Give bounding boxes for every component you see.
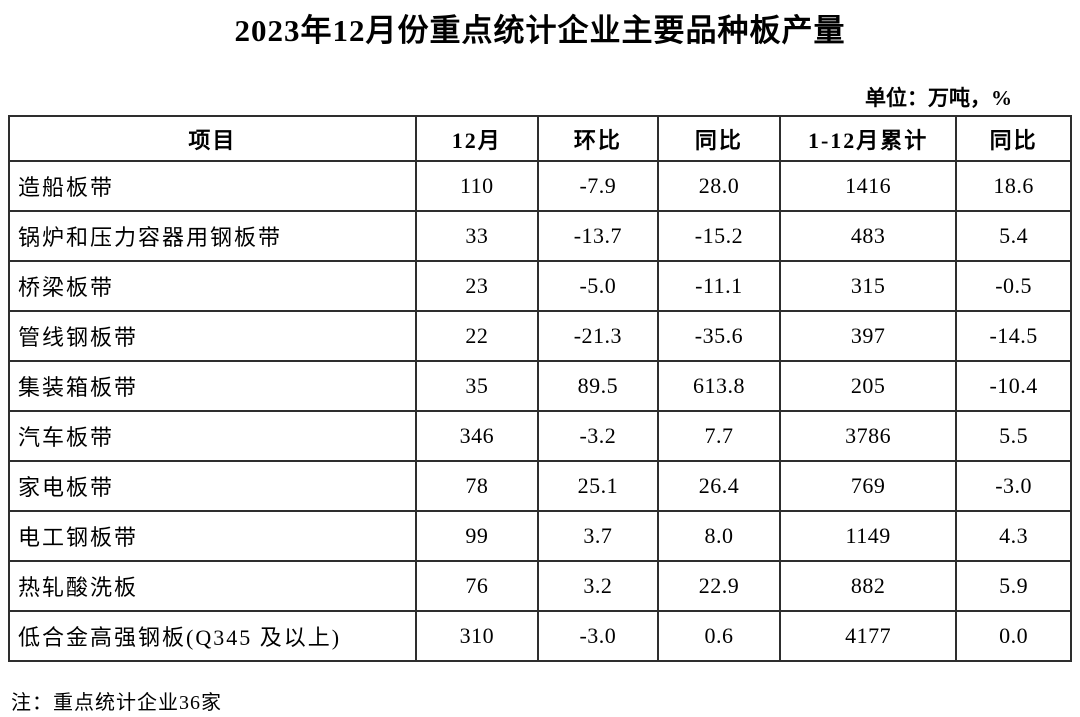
item-name-cell: 低合金高强钢板(Q345 及以上) (8, 610, 417, 662)
value-cell: 0.6 (656, 610, 782, 662)
header-mom: 环比 (536, 115, 659, 162)
value-cell: 1416 (778, 160, 958, 212)
table-row: 造船板带 110 -7.9 28.0 1416 18.6 (8, 160, 1072, 212)
value-cell: 3.2 (536, 560, 659, 612)
footnote: 注：重点统计企业36家 (11, 692, 222, 714)
table-row: 锅炉和压力容器用钢板带 33 -13.7 -15.2 483 5.4 (8, 210, 1072, 262)
value-cell: -5.0 (536, 260, 659, 312)
value-cell: 78 (414, 460, 539, 512)
value-cell: 33 (414, 210, 539, 262)
item-name-cell: 造船板带 (8, 160, 417, 212)
value-cell: 397 (778, 310, 958, 362)
value-cell: 18.6 (955, 160, 1072, 212)
value-cell: 4.3 (955, 510, 1072, 562)
item-name-cell: 管线钢板带 (8, 310, 417, 362)
unit-label: 单位：万吨，% (865, 86, 1012, 110)
item-name-cell: 集装箱板带 (8, 360, 417, 412)
table-row: 汽车板带 346 -3.2 7.7 3786 5.5 (8, 410, 1072, 462)
table-row: 桥梁板带 23 -5.0 -11.1 315 -0.5 (8, 260, 1072, 312)
value-cell: 0.0 (955, 610, 1072, 662)
value-cell: 110 (414, 160, 539, 212)
value-cell: 5.9 (955, 560, 1072, 612)
value-cell: 310 (414, 610, 539, 662)
value-cell: 25.1 (536, 460, 659, 512)
table-header: 项目 12月 环比 同比 1-12月累计 同比 (8, 115, 1072, 162)
header-item: 项目 (8, 115, 417, 162)
value-cell: -3.2 (536, 410, 659, 462)
value-cell: 7.7 (656, 410, 782, 462)
value-cell: 346 (414, 410, 539, 462)
header-december: 12月 (414, 115, 539, 162)
table-row: 集装箱板带 35 89.5 613.8 205 -10.4 (8, 360, 1072, 412)
value-cell: 5.4 (955, 210, 1072, 262)
item-name-cell: 汽车板带 (8, 410, 417, 462)
value-cell: 76 (414, 560, 539, 612)
value-cell: 28.0 (656, 160, 782, 212)
value-cell: 1149 (778, 510, 958, 562)
table-row: 热轧酸洗板 76 3.2 22.9 882 5.9 (8, 560, 1072, 612)
value-cell: -15.2 (656, 210, 782, 262)
value-cell: 26.4 (656, 460, 782, 512)
table-row: 电工钢板带 99 3.7 8.0 1149 4.3 (8, 510, 1072, 562)
item-name-cell: 热轧酸洗板 (8, 560, 417, 612)
table-row: 管线钢板带 22 -21.3 -35.6 397 -14.5 (8, 310, 1072, 362)
item-name-cell: 锅炉和压力容器用钢板带 (8, 210, 417, 262)
document-page: 2023年12月份重点统计企业主要品种板产量 单位：万吨，% 项目 12月 环比… (0, 12, 1080, 717)
value-cell: -13.7 (536, 210, 659, 262)
item-name-cell: 桥梁板带 (8, 260, 417, 312)
value-cell: 8.0 (656, 510, 782, 562)
header-yoy: 同比 (656, 115, 782, 162)
value-cell: -35.6 (656, 310, 782, 362)
table-row: 家电板带 78 25.1 26.4 769 -3.0 (8, 460, 1072, 512)
value-cell: 4177 (778, 610, 958, 662)
value-cell: 882 (778, 560, 958, 612)
item-name-cell: 电工钢板带 (8, 510, 417, 562)
value-cell: 35 (414, 360, 539, 412)
value-cell: -10.4 (955, 360, 1072, 412)
value-cell: -11.1 (656, 260, 782, 312)
value-cell: -3.0 (536, 610, 659, 662)
value-cell: 22 (414, 310, 539, 362)
value-cell: 483 (778, 210, 958, 262)
value-cell: -7.9 (536, 160, 659, 212)
value-cell: -21.3 (536, 310, 659, 362)
value-cell: 5.5 (955, 410, 1072, 462)
value-cell: 22.9 (656, 560, 782, 612)
value-cell: -0.5 (955, 260, 1072, 312)
value-cell: 613.8 (656, 360, 782, 412)
header-row: 项目 12月 环比 同比 1-12月累计 同比 (8, 115, 1072, 162)
value-cell: 99 (414, 510, 539, 562)
value-cell: 205 (778, 360, 958, 412)
value-cell: 3786 (778, 410, 958, 462)
value-cell: 23 (414, 260, 539, 312)
value-cell: 3.7 (536, 510, 659, 562)
value-cell: -3.0 (955, 460, 1072, 512)
value-cell: 89.5 (536, 360, 659, 412)
value-cell: -14.5 (955, 310, 1072, 362)
value-cell: 315 (778, 260, 958, 312)
item-name-cell: 家电板带 (8, 460, 417, 512)
header-cumulative-yoy: 同比 (955, 115, 1072, 162)
table-row: 低合金高强钢板(Q345 及以上) 310 -3.0 0.6 4177 0.0 (8, 610, 1072, 662)
table-body: 造船板带 110 -7.9 28.0 1416 18.6 锅炉和压力容器用钢板带 33 -13.… (8, 160, 1072, 662)
page-title: 2023年12月份重点统计企业主要品种板产量 (234, 13, 846, 48)
header-cumulative: 1-12月累计 (778, 115, 958, 162)
production-table: 项目 12月 环比 同比 1-12月累计 同比 造船板带 110 -7.9 28.0 1… (8, 115, 1072, 662)
value-cell: 769 (778, 460, 958, 512)
